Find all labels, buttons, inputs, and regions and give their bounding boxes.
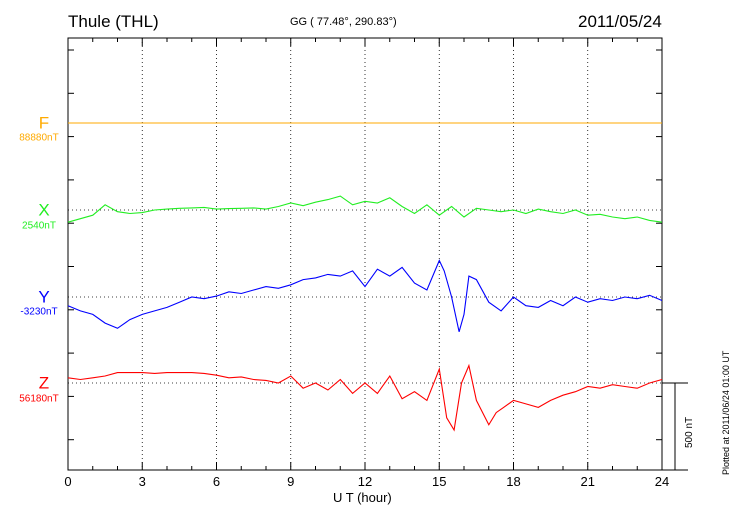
x-tick-label: 24 bbox=[655, 474, 669, 489]
x-tick-label: 12 bbox=[358, 474, 372, 489]
series-line-z bbox=[67, 363, 663, 432]
x-axis-label: U T (hour) bbox=[333, 490, 392, 505]
component-letter-f: F bbox=[39, 114, 49, 133]
x-tick-label: 3 bbox=[139, 474, 146, 489]
plotted-timestamp: Plotted at 2011/06/24 01:00 UT bbox=[721, 350, 730, 475]
station-title: Thule (THL) bbox=[68, 12, 159, 31]
component-letter-z: Z bbox=[39, 374, 49, 393]
series-line-y bbox=[67, 259, 663, 332]
component-baseline-x: 2540nT bbox=[22, 221, 56, 232]
scale-bar-label: 500 nT bbox=[684, 416, 695, 448]
x-tick-label: 18 bbox=[506, 474, 520, 489]
geographic-coordinates: GG ( 77.48°, 290.83°) bbox=[290, 16, 397, 28]
x-tick-label: 21 bbox=[581, 474, 595, 489]
component-letter-y: Y bbox=[38, 288, 49, 307]
series-line-x bbox=[67, 195, 663, 223]
x-tick-label: 6 bbox=[213, 474, 220, 489]
component-letter-x: X bbox=[38, 201, 49, 220]
x-tick-label: 9 bbox=[287, 474, 294, 489]
component-baseline-y: -3230nT bbox=[20, 307, 57, 318]
x-tick-label: 0 bbox=[64, 474, 71, 489]
component-baseline-f: 88880nT bbox=[19, 133, 58, 144]
plot-date: 2011/05/24 bbox=[578, 12, 662, 31]
x-tick-label: 15 bbox=[432, 474, 446, 489]
component-baseline-z: 56180nT bbox=[19, 394, 58, 405]
